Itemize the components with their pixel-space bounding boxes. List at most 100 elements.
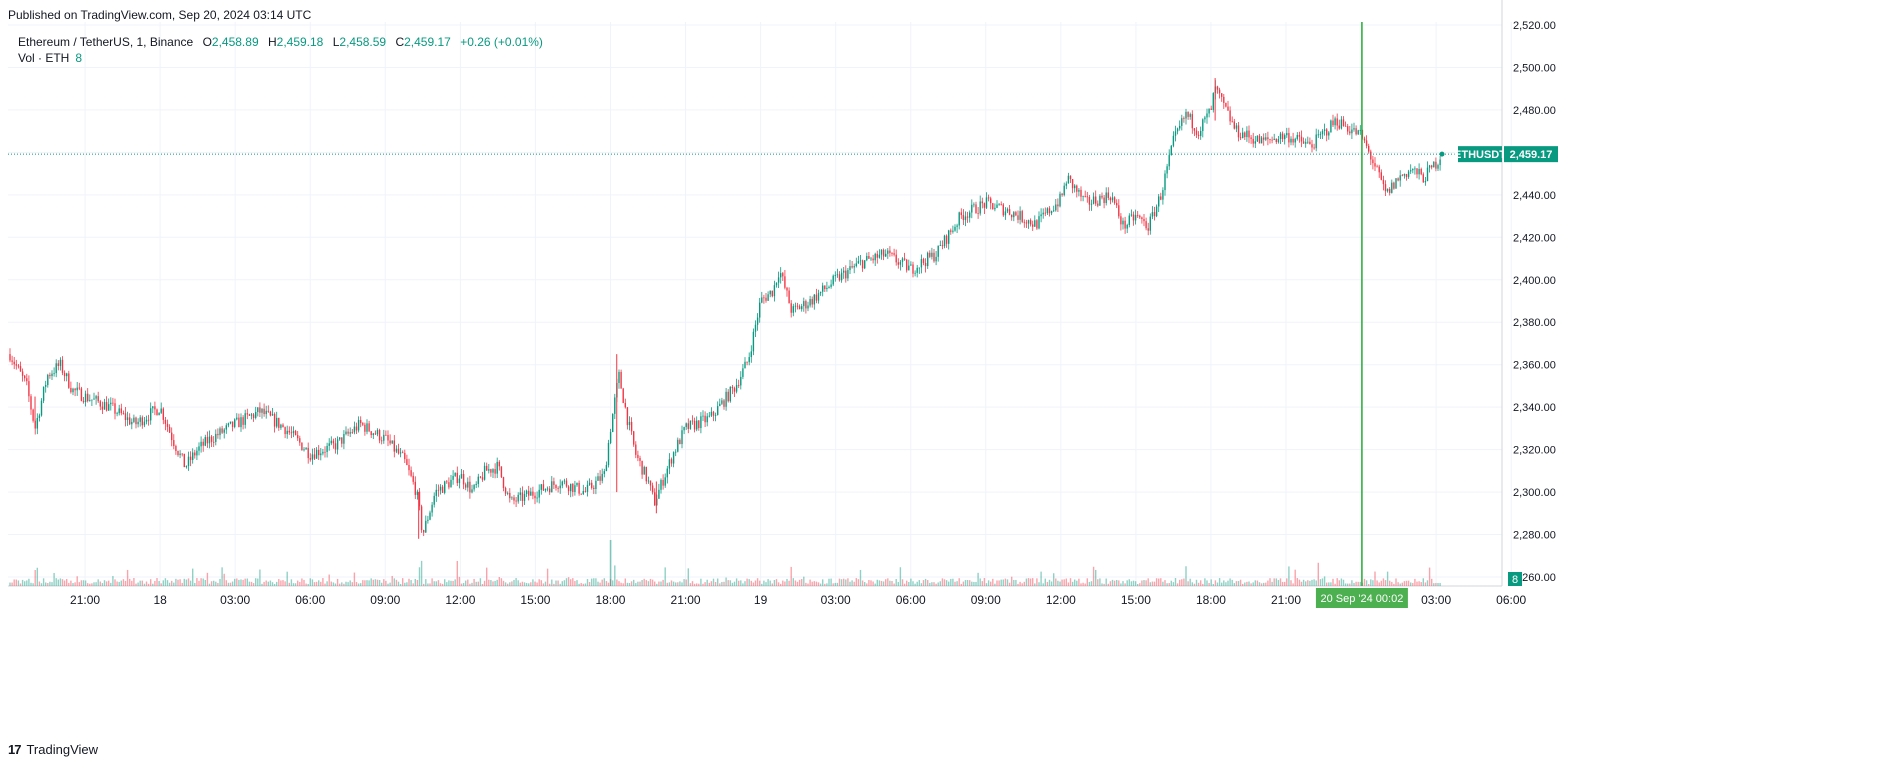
- candle-body: [1086, 196, 1088, 198]
- x-tick-label: 15:00: [1121, 593, 1151, 607]
- volume-bar: [114, 579, 116, 586]
- candle-body: [1424, 181, 1427, 183]
- volume-bar: [101, 583, 104, 586]
- candle-body: [269, 411, 272, 416]
- candle-body: [994, 207, 996, 210]
- x-tick-label: 03:00: [1421, 593, 1451, 607]
- candle-body: [1111, 197, 1114, 201]
- candle-body: [370, 431, 372, 436]
- volume-bar: [971, 581, 973, 586]
- candle-body: [1193, 128, 1196, 131]
- candle-body: [790, 303, 792, 313]
- volume-bar: [1040, 571, 1042, 586]
- candle-body: [675, 451, 677, 453]
- candle-body: [952, 230, 954, 232]
- volume-bar: [567, 577, 570, 586]
- candle-body: [273, 414, 276, 427]
- candle-body: [204, 437, 206, 446]
- candle-body: [376, 430, 379, 435]
- volume-bar: [181, 582, 183, 586]
- candle-body: [593, 487, 595, 490]
- volume-bar: [320, 581, 322, 586]
- candle-body: [261, 408, 263, 413]
- candle-body: [572, 483, 574, 492]
- volume-bar: [1338, 580, 1340, 586]
- candle-body: [954, 226, 956, 231]
- volume-bar: [1237, 581, 1240, 586]
- candle-body: [624, 402, 626, 408]
- volume-bar: [1433, 583, 1435, 586]
- volume-bar: [1349, 583, 1351, 586]
- volume-bar: [242, 579, 244, 586]
- candle-body: [192, 452, 194, 460]
- candle-body: [137, 421, 139, 425]
- volume-bar: [645, 580, 647, 586]
- volume-bar: [1055, 578, 1057, 586]
- price-value-text: 2,459.17: [1510, 149, 1553, 161]
- volume-bar: [1399, 583, 1401, 586]
- candle-body: [759, 302, 761, 318]
- volume-bar: [992, 578, 994, 586]
- candle-body: [387, 435, 389, 441]
- volume-bar: [328, 574, 330, 586]
- volume-bar: [1265, 582, 1267, 586]
- volume-bar: [248, 581, 251, 586]
- volume-bar: [830, 578, 832, 586]
- volume-bar: [1084, 583, 1086, 586]
- candle-body: [465, 484, 467, 488]
- volume-bar: [733, 581, 736, 586]
- volume-bar: [465, 580, 467, 586]
- volume-bar: [55, 578, 57, 586]
- candle-body: [1084, 195, 1086, 197]
- candle-body: [1212, 93, 1214, 110]
- volume-bar: [87, 583, 89, 586]
- price-symbol-text: ETHUSDT: [1454, 149, 1506, 161]
- candle-body: [1053, 210, 1055, 212]
- candle-body: [521, 492, 524, 501]
- volume-bar: [1246, 581, 1248, 586]
- volume-bar: [658, 581, 660, 586]
- volume-bar: [1078, 578, 1080, 586]
- volume-bar: [998, 580, 1000, 586]
- candle-body: [698, 420, 700, 429]
- volume-bar: [866, 583, 868, 586]
- volume-bar: [215, 581, 217, 586]
- candle-body: [1370, 151, 1372, 160]
- volume-bar: [423, 583, 425, 586]
- candle-body: [557, 487, 559, 489]
- volume-bar: [719, 583, 721, 586]
- candle-body: [1017, 215, 1019, 220]
- volume-bar: [471, 582, 473, 586]
- candle-body: [1284, 135, 1286, 140]
- volume-bar: [996, 580, 998, 586]
- volume-bar: [1256, 580, 1259, 586]
- y-tick-label: 2,280.00: [1513, 530, 1556, 542]
- volume-bar: [1244, 582, 1246, 586]
- candle-body: [120, 408, 122, 414]
- candle-body: [1401, 175, 1403, 177]
- volume-bar: [402, 578, 404, 586]
- volume-bar: [1435, 582, 1437, 586]
- volume-bar: [238, 579, 240, 586]
- candle-body: [706, 416, 708, 423]
- volume-bar: [620, 582, 622, 586]
- volume-bar: [717, 578, 719, 586]
- volume-bar: [206, 572, 209, 586]
- volume-bar: [444, 579, 446, 586]
- volume-bar: [956, 581, 958, 586]
- volume-bar: [666, 582, 668, 586]
- volume-bar: [1336, 578, 1338, 586]
- candle-body: [639, 457, 641, 461]
- candle-body: [301, 442, 303, 451]
- candle-body: [429, 512, 431, 520]
- volume-bar: [135, 583, 137, 586]
- volume-bar: [223, 573, 225, 586]
- candle-body: [689, 420, 692, 429]
- volume-bar: [1437, 582, 1439, 586]
- candle-body: [906, 259, 908, 271]
- volume-bar: [853, 581, 855, 586]
- volume-bar: [948, 581, 950, 586]
- volume-bar: [1214, 580, 1217, 586]
